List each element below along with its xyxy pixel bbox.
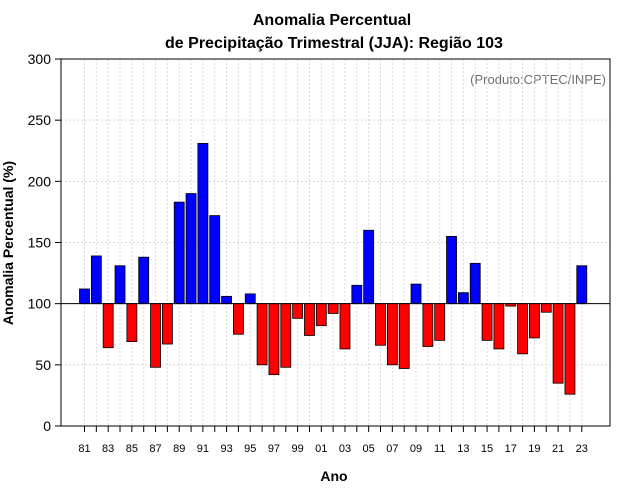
plot-frame — [60, 58, 611, 427]
bar-2018 — [517, 303, 528, 355]
bar-2015 — [481, 303, 493, 341]
x-tick-label: 17 — [505, 443, 517, 455]
bar-1990 — [185, 193, 197, 305]
bar-1993 — [221, 295, 232, 305]
x-tick-label: 85 — [126, 443, 138, 455]
bar-2019 — [529, 303, 540, 339]
bar-1985 — [126, 303, 138, 342]
bar-1997 — [268, 303, 280, 376]
chart-title-line1: Anomalia Percentual — [253, 12, 411, 29]
y-tick-label: 250 — [28, 112, 52, 128]
y-tick-label: 200 — [28, 173, 52, 189]
bar-1995 — [244, 293, 256, 305]
x-tick-label: 89 — [173, 443, 185, 455]
bar-1996 — [256, 303, 268, 366]
bar-1999 — [292, 303, 304, 319]
x-tick-label: 99 — [291, 443, 303, 455]
bar-1994 — [233, 303, 244, 335]
bar-1988 — [161, 303, 173, 345]
x-tick-label: 05 — [363, 443, 375, 455]
bar-1981 — [79, 288, 90, 305]
bar-2008 — [398, 303, 410, 369]
grid-layer — [61, 58, 610, 426]
bar-2006 — [375, 303, 386, 346]
x-tick-label: 23 — [576, 443, 588, 455]
x-tick-label: 93 — [220, 443, 232, 455]
bar-2012 — [446, 235, 457, 305]
bar-1987 — [150, 303, 161, 368]
bar-1984 — [114, 265, 126, 305]
y-tick-label: 150 — [28, 235, 52, 251]
x-tick-label: 09 — [410, 443, 422, 455]
bar-1998 — [280, 303, 292, 368]
source-credit: (Produto:CPTEC/INPE) — [470, 72, 606, 87]
x-tick-label: 97 — [268, 443, 280, 455]
x-tick-label: 87 — [149, 443, 161, 455]
x-tick-label: 81 — [78, 443, 90, 455]
bar-2013 — [457, 292, 469, 305]
bar-2007 — [386, 303, 398, 366]
bar-1992 — [209, 215, 221, 305]
x-tick-label: 19 — [528, 443, 540, 455]
x-tick-label: 95 — [244, 443, 256, 455]
x-tick-label: 03 — [339, 443, 351, 455]
bar-2014 — [469, 262, 481, 305]
bar-2011 — [434, 303, 446, 341]
bar-2003 — [339, 303, 351, 350]
bar-2016 — [493, 303, 505, 350]
bar-1986 — [138, 256, 150, 305]
y-tick-label: 0 — [43, 418, 51, 434]
x-tick-label: 07 — [386, 443, 398, 455]
x-tick-label: 11 — [434, 443, 445, 455]
chart-title-line2: de Precipitação Trimestral (JJA): Região… — [165, 35, 503, 52]
bar-1983 — [102, 303, 114, 349]
bar-2005 — [363, 229, 375, 305]
bar-2021 — [552, 303, 564, 384]
bar-1991 — [197, 143, 209, 305]
y-tick-label: 300 — [28, 51, 52, 67]
bar-2001 — [315, 303, 327, 327]
x-tick-label: 83 — [102, 443, 114, 455]
x-tick-label: 01 — [315, 443, 327, 455]
bar-2000 — [304, 303, 315, 336]
bar-2002 — [327, 303, 339, 314]
x-tick-label: 21 — [552, 443, 564, 455]
bar-2023 — [576, 265, 588, 305]
y-tick-label: 50 — [35, 357, 51, 373]
bar-1982 — [90, 255, 102, 305]
y-tick-label: 100 — [28, 296, 52, 312]
bar-2022 — [564, 303, 576, 395]
y-axis-label: Anomalia Percentual (%) — [0, 161, 16, 325]
x-tick-label: 15 — [481, 443, 493, 455]
bar-2004 — [351, 284, 363, 305]
x-axis-label: Ano — [320, 468, 347, 484]
x-tick-label: 91 — [197, 443, 209, 455]
bar-1989 — [173, 201, 185, 305]
bar-2010 — [422, 303, 434, 347]
bar-2009 — [410, 283, 422, 305]
bars-layer — [79, 143, 588, 395]
bar-2020 — [540, 303, 552, 313]
x-tick-label: 13 — [457, 443, 469, 455]
